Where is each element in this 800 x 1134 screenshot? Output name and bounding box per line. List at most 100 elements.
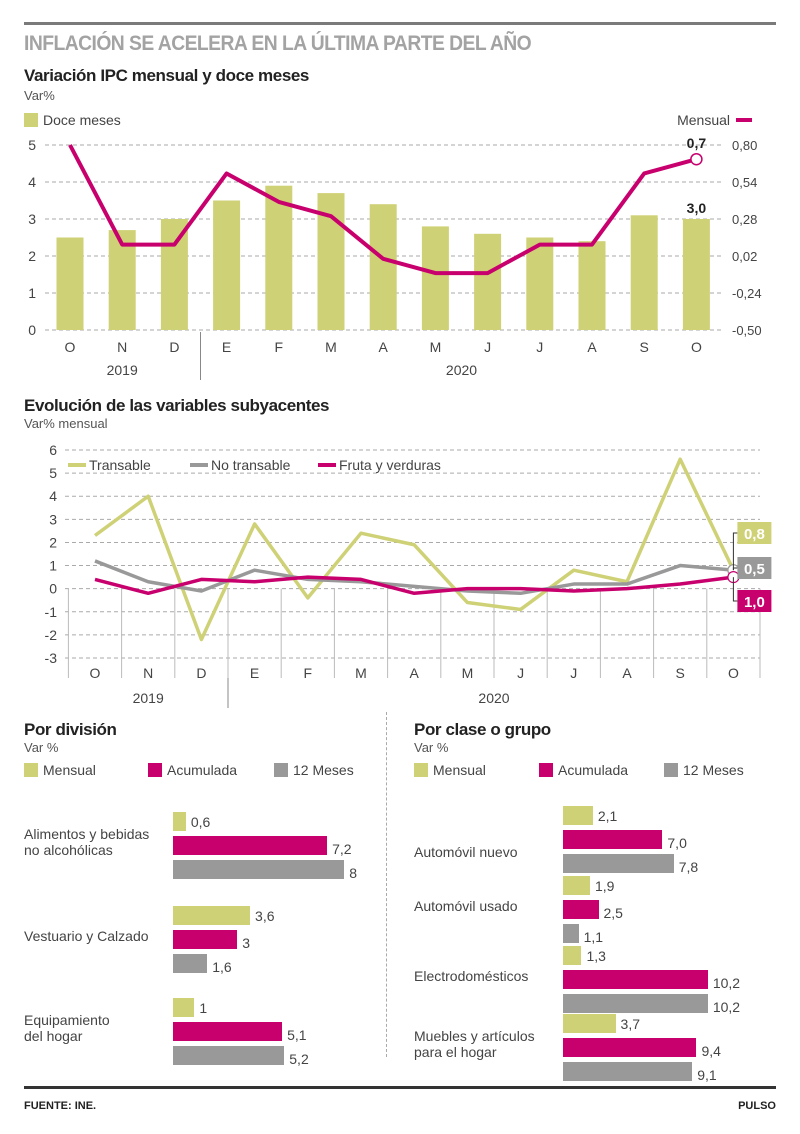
year-label: 2020 bbox=[446, 362, 477, 378]
bar-mensual bbox=[563, 876, 590, 895]
legend-label: Transable bbox=[89, 457, 151, 473]
category-label: Vestuario y Calzado bbox=[24, 928, 149, 944]
y-axis-tick: -3 bbox=[45, 650, 58, 666]
right-axis-tick: 0,80 bbox=[732, 138, 757, 153]
bar-acumulada bbox=[173, 1022, 283, 1041]
bar-12-meses bbox=[563, 854, 674, 873]
category-label-line: Electrodomésticos bbox=[414, 968, 529, 984]
end-label-box bbox=[737, 590, 772, 612]
left-axis-tick: 4 bbox=[28, 174, 36, 190]
chart3-legend-12meses: 12 Meses bbox=[274, 762, 354, 778]
category-label-line: Alimentos y bebidas bbox=[24, 826, 150, 842]
left-axis-tick: 1 bbox=[28, 285, 36, 301]
chart3-legend-acumulada: Acumulada bbox=[148, 762, 237, 778]
legend-label: Acumulada bbox=[167, 762, 238, 778]
legend-swatch bbox=[539, 763, 553, 777]
label-connector bbox=[732, 532, 738, 571]
x-tick-label: J bbox=[517, 665, 524, 681]
x-tick-label: A bbox=[410, 665, 420, 681]
bar-12-meses bbox=[173, 860, 345, 879]
category-label-line: no alcohólicas bbox=[24, 842, 113, 858]
y-axis-tick: 2 bbox=[49, 534, 57, 550]
bar-value-label: 7,8 bbox=[678, 859, 699, 875]
chart2-plot: -3 -2 -1 0 1 2 3 4 5 6 O N D E F M A M J J A S O 2019 2020 Transa… bbox=[45, 442, 772, 708]
bar-doce-meses bbox=[682, 219, 710, 330]
x-tick-label: J bbox=[536, 339, 543, 355]
legend-swatch-doce-meses bbox=[24, 113, 38, 127]
bar-value-label: 0,6 bbox=[190, 814, 211, 830]
bar-doce-meses bbox=[56, 237, 84, 330]
category-label: Automóvil nuevo bbox=[414, 844, 518, 860]
bar-value-label: 9,4 bbox=[701, 1043, 721, 1059]
x-tick-label: O bbox=[65, 339, 76, 355]
bar-value-label: 1,6 bbox=[212, 959, 232, 975]
chart1-subtitle: Var% bbox=[24, 88, 55, 103]
legend-swatch bbox=[414, 763, 428, 777]
legend-label: 12 Meses bbox=[293, 762, 354, 778]
legend-label: Mensual bbox=[43, 762, 96, 778]
right-axis-tick: 0,54 bbox=[732, 175, 757, 190]
x-tick-label: F bbox=[275, 339, 284, 355]
y-axis-tick: -1 bbox=[45, 604, 58, 620]
bar-value-label: 8 bbox=[349, 865, 357, 881]
legend-label: Fruta y verduras bbox=[339, 457, 441, 473]
category-label: Electrodomésticos bbox=[414, 968, 528, 984]
x-tick-label: M bbox=[355, 665, 367, 681]
chart4-legend-12meses: 12 Meses bbox=[664, 762, 744, 778]
bar-doce-meses bbox=[578, 241, 606, 330]
x-tick-label: M bbox=[325, 339, 337, 355]
bar-12-meses bbox=[563, 994, 708, 1013]
line-transable bbox=[93, 457, 735, 642]
end-label-value: 0,5 bbox=[744, 561, 765, 578]
bottom-rule bbox=[24, 1086, 776, 1089]
category-label-line: del hogar bbox=[24, 1028, 83, 1044]
y-axis-tick: 4 bbox=[49, 488, 57, 504]
chart3-title: Por división bbox=[24, 720, 117, 739]
bar-mensual bbox=[563, 946, 582, 965]
bar-mensual bbox=[173, 812, 186, 831]
category-label-line: Automóvil usado bbox=[414, 898, 518, 914]
x-tick-label: M bbox=[462, 665, 474, 681]
bar-value-label: 1,1 bbox=[583, 929, 604, 945]
chart4-subtitle: Var % bbox=[414, 740, 449, 755]
chart1-plot: 0 1 2 3 4 5 -0,50 -0,24 0,02 0,28 0,54 0,80 O N D E F M A M… bbox=[28, 135, 762, 380]
x-tick-label: O bbox=[728, 665, 739, 681]
right-axis-tick: -0,50 bbox=[732, 323, 762, 338]
y-axis-tick: 3 bbox=[49, 511, 57, 527]
bar-mensual bbox=[173, 998, 195, 1017]
legend-label: 12 Meses bbox=[683, 762, 744, 778]
x-tick-label: S bbox=[640, 339, 649, 355]
legend-swatch bbox=[664, 763, 678, 777]
top-rule bbox=[24, 22, 776, 25]
category-label-line: Automóvil nuevo bbox=[414, 844, 518, 860]
y-axis-tick: 0 bbox=[49, 581, 57, 597]
left-axis-tick: 2 bbox=[28, 248, 36, 264]
bar-value-label: 3 bbox=[242, 935, 250, 951]
bar-acumulada bbox=[563, 1038, 697, 1057]
legend-label: Doce meses bbox=[43, 112, 121, 128]
x-tick-label: J bbox=[484, 339, 491, 355]
category-label: Alimentos y bebidas no alcohólicas bbox=[24, 826, 149, 858]
legend-label: Mensual bbox=[677, 112, 730, 128]
bar-value-label: 1,9 bbox=[594, 878, 615, 894]
category-label-line: Equipamiento bbox=[24, 1012, 110, 1028]
legend-swatch bbox=[274, 763, 288, 777]
end-label-value: 0,8 bbox=[744, 526, 765, 543]
bar-value-label: 10,2 bbox=[712, 975, 741, 991]
bar-12-meses bbox=[563, 1062, 693, 1081]
right-axis-tick: 0,28 bbox=[732, 212, 757, 227]
x-tick-label: S bbox=[676, 665, 685, 681]
bar-acumulada bbox=[563, 830, 663, 849]
bar-value-label: 7,0 bbox=[667, 835, 687, 851]
chart1-legend-line: Mensual bbox=[677, 112, 752, 128]
bar-mensual bbox=[563, 1014, 616, 1033]
x-tick-label: D bbox=[196, 665, 206, 681]
legend-swatch bbox=[148, 763, 162, 777]
chart4-legend-acumulada: Acumulada bbox=[539, 762, 628, 778]
y-axis-tick: 1 bbox=[49, 558, 57, 574]
category-label-line: Vestuario y Calzado bbox=[24, 928, 149, 944]
x-tick-label: A bbox=[587, 339, 597, 355]
x-tick-label: N bbox=[117, 339, 127, 355]
left-axis-tick: 0 bbox=[28, 322, 36, 338]
chart1-title: Variación IPC mensual y doce meses bbox=[24, 66, 309, 85]
